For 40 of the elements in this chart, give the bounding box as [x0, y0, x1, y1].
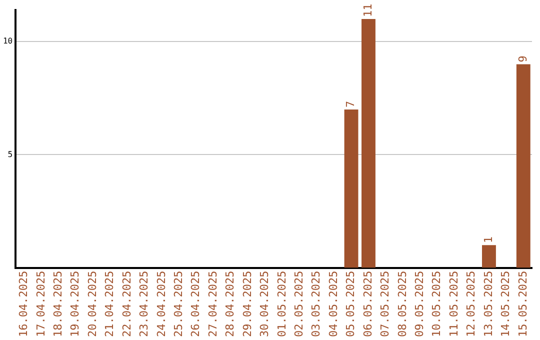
- x-tick-label: 24.04.2025: [154, 270, 168, 338]
- x-tick-label: 02.05.2025: [292, 270, 306, 338]
- x-tick-label: 10.05.2025: [430, 270, 444, 338]
- data-label: 11: [361, 4, 374, 18]
- x-tick-label: 04.05.2025: [326, 270, 340, 338]
- x-tick-label: 01.05.2025: [275, 270, 288, 338]
- y-tick-label: 10: [2, 36, 13, 46]
- x-tick-label: 25.04.2025: [172, 270, 186, 338]
- x-tick-label: 22.04.2025: [120, 270, 134, 338]
- x-tick-label: 14.05.2025: [499, 270, 512, 338]
- x-tick-label: 18.04.2025: [52, 270, 65, 338]
- x-tick-label: 28.04.2025: [224, 270, 237, 338]
- x-tick-label: 08.05.2025: [396, 270, 409, 338]
- y-tick-label: 5: [8, 150, 13, 159]
- bar: [482, 245, 496, 268]
- x-tick-label: 05.05.2025: [344, 270, 358, 338]
- x-tick-label: 12.05.2025: [464, 270, 478, 338]
- x-tick-label: 21.04.2025: [103, 270, 116, 338]
- bar: [362, 19, 376, 268]
- x-tick-label: 26.04.2025: [189, 270, 202, 338]
- x-tick-label: 16.04.2025: [17, 270, 30, 338]
- x-tick-label: 03.05.2025: [310, 270, 323, 338]
- x-tick-label: 06.05.2025: [361, 270, 374, 338]
- x-tick-label: 13.05.2025: [482, 270, 495, 338]
- x-tick-label: 30.04.2025: [258, 270, 272, 338]
- x-tick-label: 09.05.2025: [412, 270, 426, 338]
- x-tick-label: 11.05.2025: [447, 270, 460, 338]
- x-tick-label: 27.04.2025: [206, 270, 220, 338]
- data-label: 7: [344, 100, 358, 108]
- x-tick-label: 15.05.2025: [516, 270, 530, 338]
- data-label: 1: [482, 236, 495, 244]
- x-tick-label: 19.04.2025: [68, 270, 82, 338]
- x-tick-label: 07.05.2025: [378, 270, 392, 338]
- bar: [516, 64, 530, 268]
- bar: [344, 109, 358, 268]
- x-tick-label: 17.04.2025: [34, 270, 48, 338]
- x-tick-label: 20.04.2025: [86, 270, 99, 338]
- data-label: 9: [516, 56, 530, 62]
- x-tick-label: 29.04.2025: [240, 270, 254, 338]
- x-tick-label: 23.04.2025: [138, 270, 151, 338]
